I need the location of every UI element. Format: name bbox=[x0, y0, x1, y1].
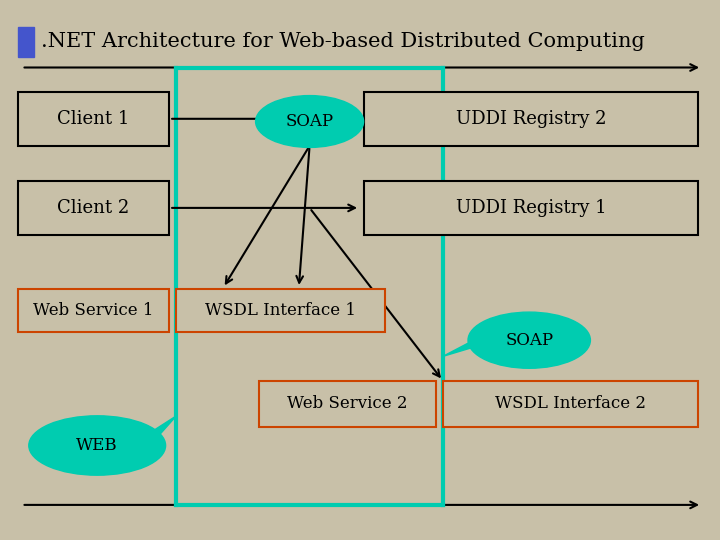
Text: SOAP: SOAP bbox=[286, 113, 333, 130]
Polygon shape bbox=[284, 132, 310, 146]
Text: Web Service 2: Web Service 2 bbox=[287, 395, 408, 412]
Text: UDDI Registry 1: UDDI Registry 1 bbox=[456, 199, 606, 217]
Bar bbox=[18, 181, 169, 235]
Text: Web Service 1: Web Service 1 bbox=[33, 302, 154, 319]
Bar bbox=[443, 381, 698, 427]
Text: WSDL Interface 1: WSDL Interface 1 bbox=[205, 302, 356, 319]
Text: Client 1: Client 1 bbox=[58, 110, 130, 128]
Text: SOAP: SOAP bbox=[505, 332, 553, 349]
Bar bbox=[18, 27, 34, 57]
Bar bbox=[18, 289, 169, 332]
Ellipse shape bbox=[29, 416, 166, 475]
Bar bbox=[176, 289, 385, 332]
Text: WEB: WEB bbox=[76, 437, 118, 454]
Bar bbox=[18, 92, 169, 146]
Text: Client 2: Client 2 bbox=[58, 199, 130, 217]
Bar bbox=[259, 381, 436, 427]
Text: UDDI Registry 2: UDDI Registry 2 bbox=[456, 110, 606, 128]
Text: WSDL Interface 2: WSDL Interface 2 bbox=[495, 395, 646, 412]
Polygon shape bbox=[443, 338, 479, 356]
Bar bbox=[364, 181, 698, 235]
Ellipse shape bbox=[468, 312, 590, 368]
Text: .NET Architecture for Web-based Distributed Computing: .NET Architecture for Web-based Distribu… bbox=[41, 32, 645, 51]
Polygon shape bbox=[151, 416, 176, 440]
Ellipse shape bbox=[256, 96, 364, 147]
Bar bbox=[364, 92, 698, 146]
